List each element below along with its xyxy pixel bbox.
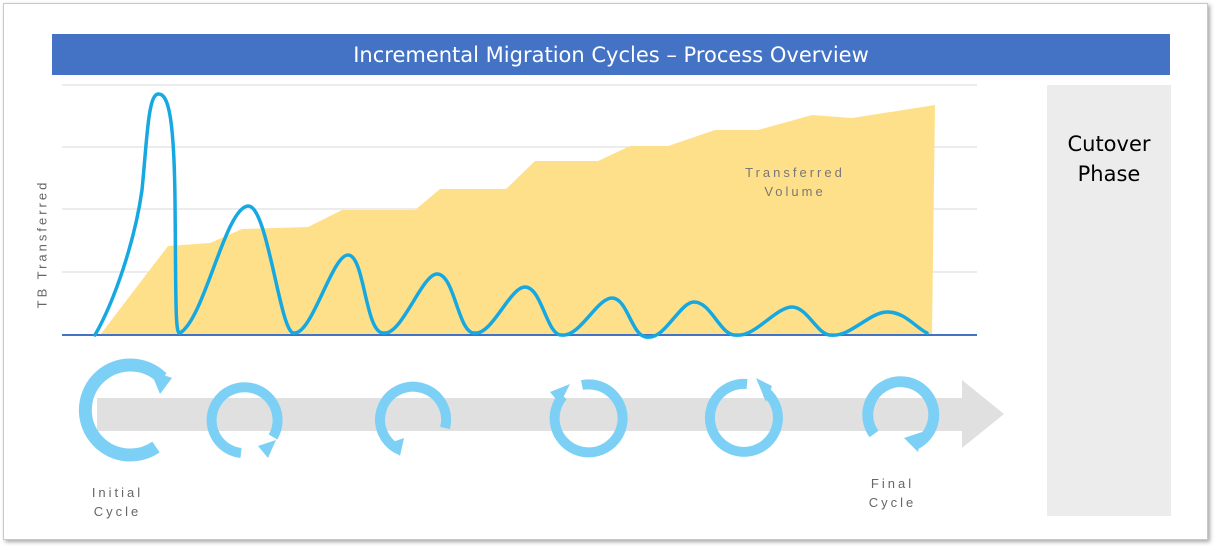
circular-arrow-icon: [549, 379, 628, 458]
circular-arrow-icon: [206, 382, 283, 458]
initial-cycle-line1: Initial: [91, 485, 144, 500]
cycle-icons: [78, 358, 940, 462]
circular-arrow-icon: [704, 378, 783, 457]
transferred-volume-line2: Volume: [764, 184, 826, 199]
final-cycle-label: Final Cycle: [845, 474, 940, 512]
transferred-volume-label: Transferred Volume: [720, 163, 870, 201]
cutover-label-line1: Cutover: [1067, 132, 1151, 156]
diagram-title: Incremental Migration Cycles – Process O…: [52, 34, 1170, 75]
circular-arrow-icon: [862, 376, 940, 452]
cutover-phase-label: Cutover Phase: [1047, 129, 1171, 189]
cycle-transfer-curve: [93, 92, 929, 339]
transferred-volume-area: [100, 105, 935, 335]
transferred-volume-line1: Transferred: [745, 165, 845, 180]
final-cycle-line1: Final: [870, 476, 915, 491]
circular-arrow-icon: [78, 358, 172, 462]
initial-cycle-line2: Cycle: [93, 504, 142, 519]
y-axis-label: TB Transferred: [34, 179, 50, 309]
initial-cycle-label: Initial Cycle: [70, 483, 165, 521]
circular-arrow-icon: [375, 381, 452, 456]
cutover-phase-panel: Cutover Phase: [1047, 85, 1171, 516]
final-cycle-line2: Cycle: [868, 495, 917, 510]
cutover-label-line2: Phase: [1077, 162, 1141, 186]
